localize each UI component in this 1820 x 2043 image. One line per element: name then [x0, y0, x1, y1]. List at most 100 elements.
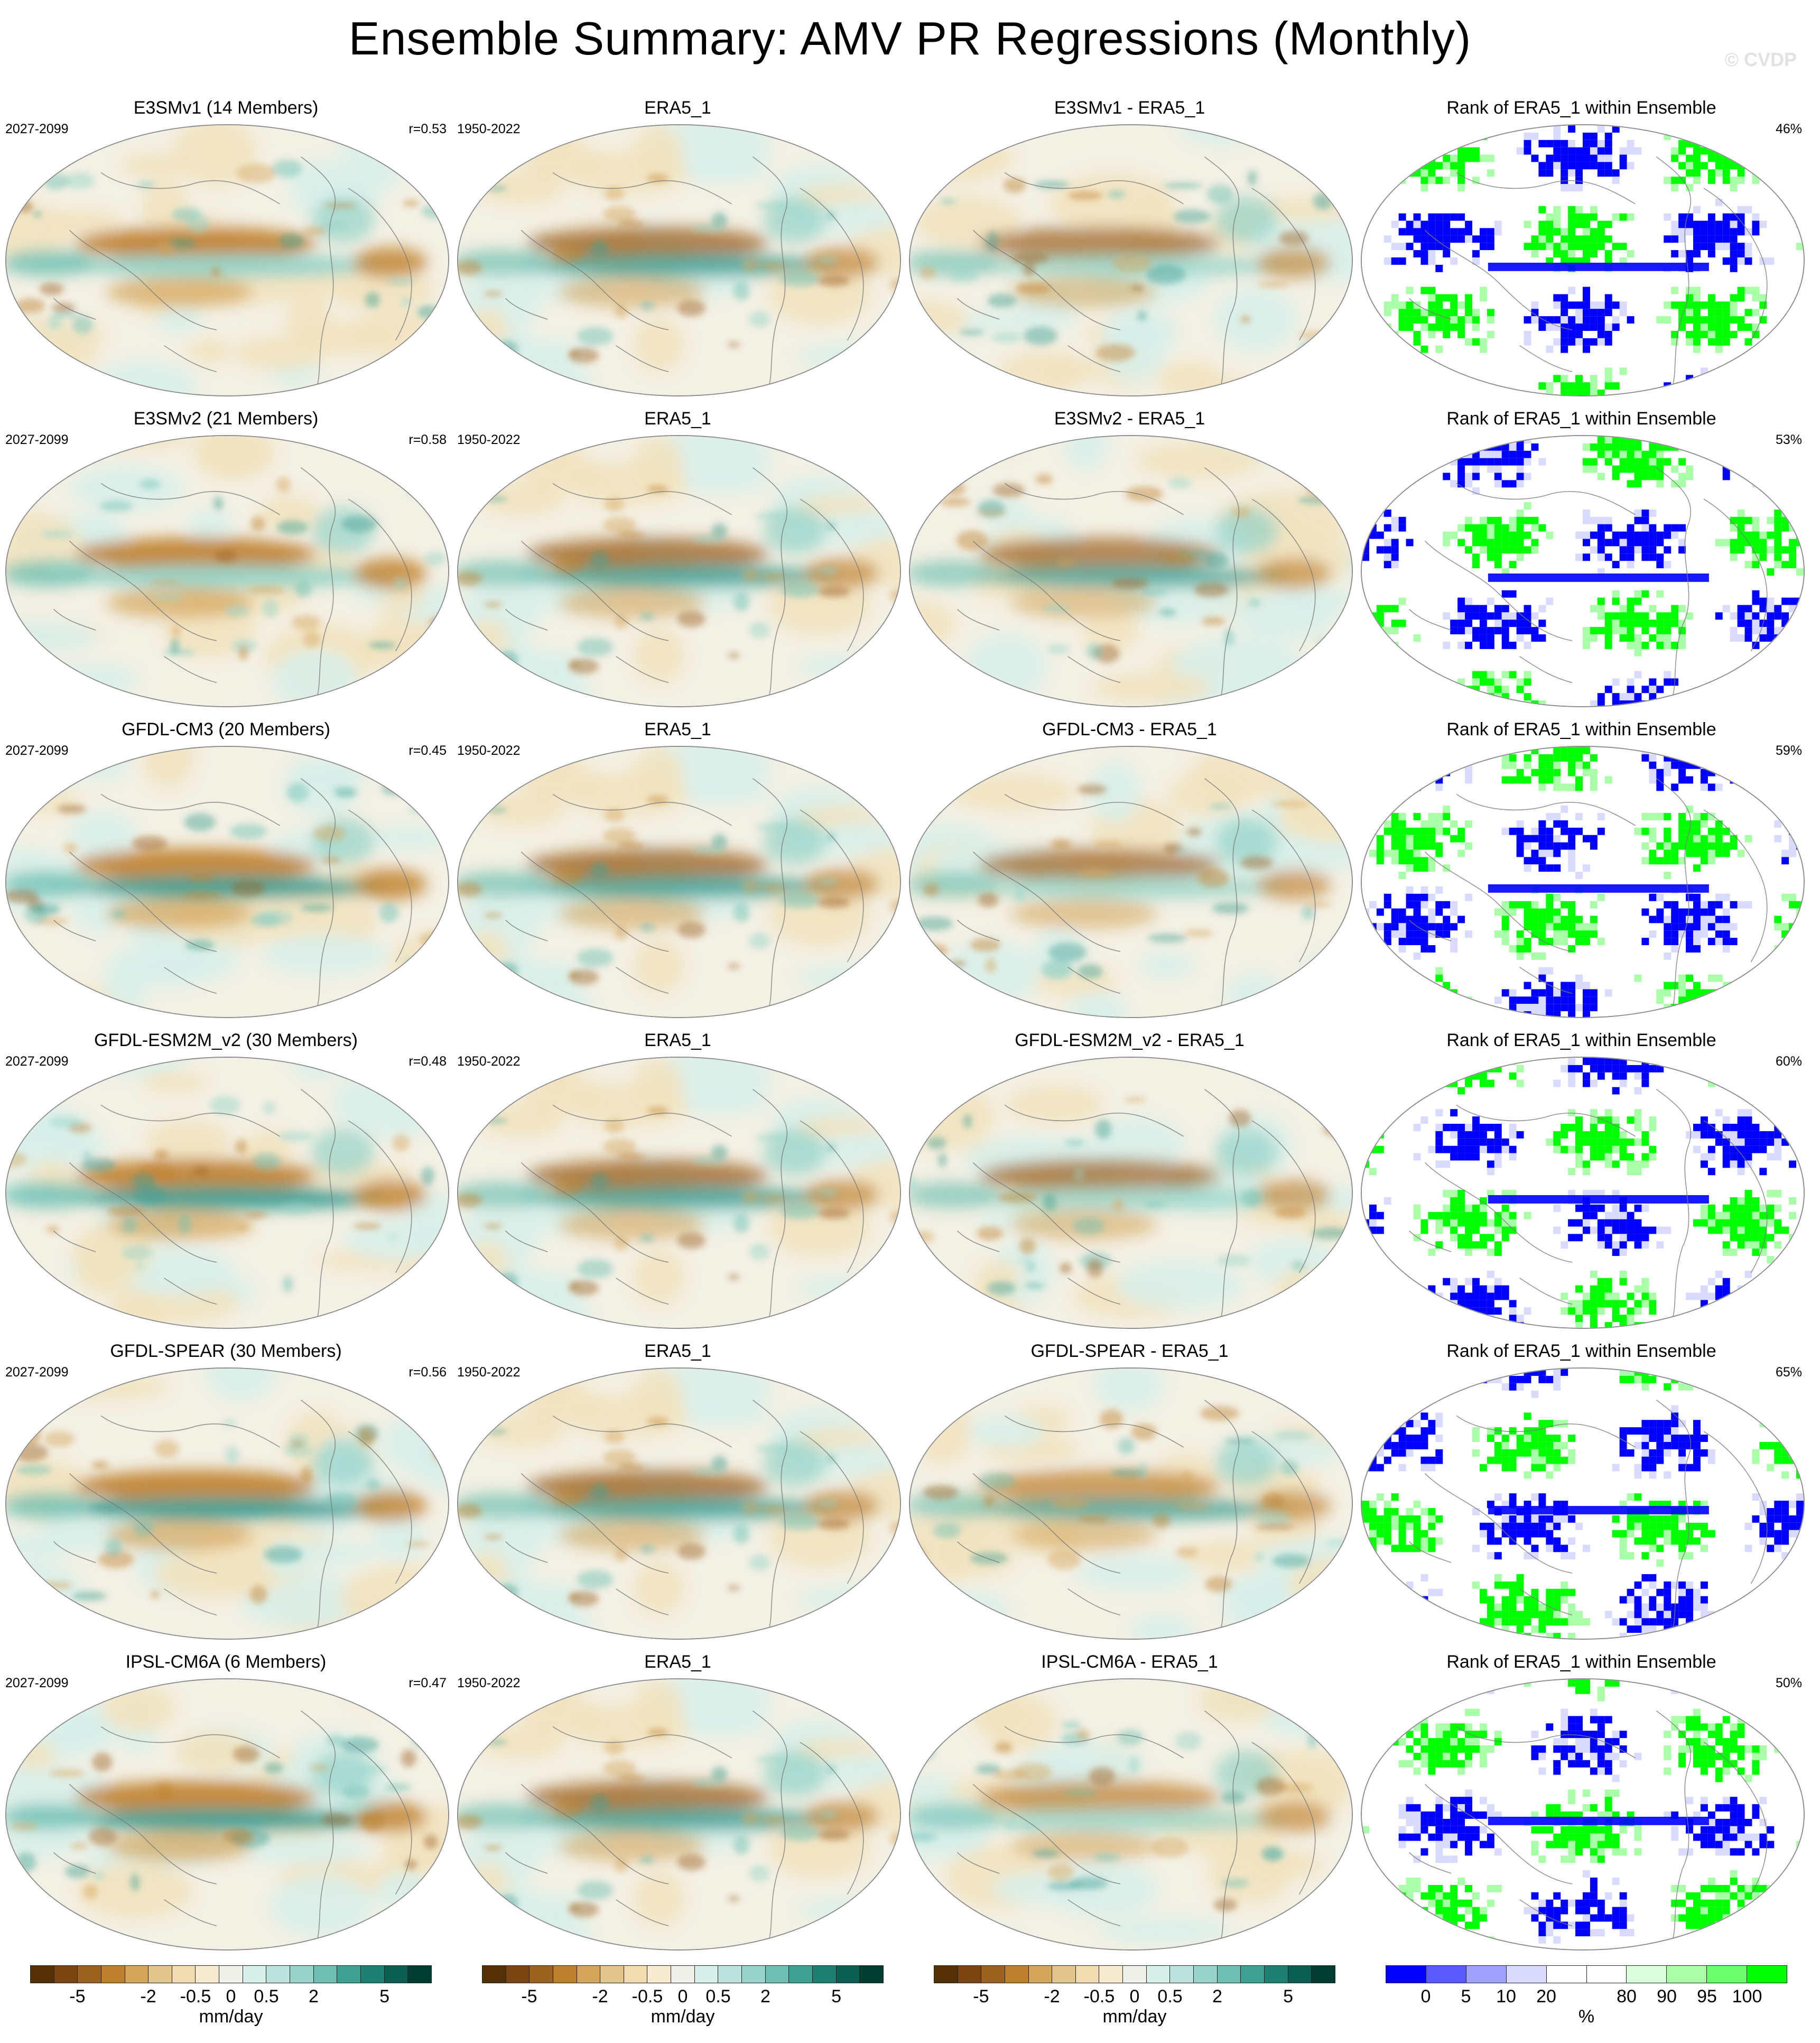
- panel-title: IPSL-CM6A - ERA5_1: [1041, 1652, 1218, 1672]
- colorbar-tick-label: 95: [1697, 1986, 1717, 2007]
- panel-title: ERA5_1: [644, 409, 711, 429]
- colorbar-tick-labels: -5 -2 -0.5 0 0.5 2 5: [934, 1983, 1335, 2008]
- colorbar-box: [934, 1966, 958, 1983]
- map-field: [1362, 747, 1804, 1017]
- colorbar-rank: 0 5 10 20 80 90 95 100%: [1386, 1965, 1787, 2027]
- panel-model-row1: E3SMv1 (14 Members) 2027-2099 r=0.53: [0, 98, 452, 407]
- colorbar-box: [765, 1966, 790, 1983]
- colorbar-box: [577, 1966, 601, 1983]
- colorbar-box: [958, 1966, 982, 1983]
- panel-diff-row5: GFDL-SPEAR - ERA5_1: [904, 1341, 1355, 1650]
- panel-title: Rank of ERA5_1 within Ensemble: [1446, 1341, 1716, 1361]
- regression-map: [5, 1367, 449, 1640]
- colorbar-box: [172, 1966, 196, 1983]
- colorbar-box: [1466, 1966, 1507, 1983]
- regression-map: [909, 124, 1353, 396]
- regression-map: [5, 1057, 449, 1329]
- colorbar-tick-label: 90: [1657, 1986, 1677, 2007]
- colorbar-box: [1005, 1966, 1029, 1983]
- colorbar-unit: mm/day: [651, 2007, 715, 2027]
- colorbar-box: [148, 1966, 172, 1983]
- colorbar-tick-label: -2: [140, 1986, 156, 2007]
- panel-title: Rank of ERA5_1 within Ensemble: [1446, 409, 1716, 429]
- panel-rank-row6: Rank of ERA5_1 within Ensemble 50%: [1355, 1652, 1807, 1961]
- colorbar-tick-label: 5: [1461, 1986, 1471, 2007]
- pattern-correlation: r=0.47: [408, 1676, 447, 1690]
- map-field: [1362, 1679, 1804, 1949]
- rank-map: [1361, 746, 1805, 1018]
- colorbar-box: [694, 1966, 719, 1983]
- colorbar-box: [1170, 1966, 1194, 1983]
- colorbar-box: [266, 1966, 291, 1983]
- panel-title: GFDL-SPEAR (30 Members): [110, 1341, 342, 1361]
- colorbar-tick-label: -2: [1044, 1986, 1060, 2007]
- colorbar-tick-label: 0: [677, 1986, 688, 2007]
- colorbar-tick-label: 0.5: [254, 1986, 279, 2007]
- map-field: [458, 747, 900, 1017]
- map-field: [6, 1369, 448, 1639]
- panel-title: ERA5_1: [644, 1652, 711, 1672]
- period-label: 1950-2022: [457, 432, 521, 447]
- colorbar-tick-label: 80: [1617, 1986, 1637, 2007]
- rank-percent: 46%: [1775, 122, 1802, 136]
- rank-percent: 60%: [1775, 1054, 1802, 1069]
- period-label: 1950-2022: [457, 1054, 521, 1069]
- colorbar-tick-label: 0: [226, 1986, 236, 2007]
- panel-obs-row3: ERA5_1 1950-2022: [452, 719, 904, 1029]
- colorbar-tick-label: 5: [831, 1986, 842, 2007]
- rank-map: [1361, 435, 1805, 707]
- panel-obs-row1: ERA5_1 1950-2022: [452, 98, 904, 407]
- panel-model-row6: IPSL-CM6A (6 Members) 2027-2099 r=0.47: [0, 1652, 452, 1961]
- panel-title: Rank of ERA5_1 within Ensemble: [1446, 98, 1716, 118]
- colorbar-box: [624, 1966, 648, 1983]
- panel-title: GFDL-CM3 (20 Members): [122, 719, 330, 739]
- colorbar-tick-label: -0.5: [632, 1986, 663, 2007]
- panel-title: IPSL-CM6A (6 Members): [125, 1652, 327, 1672]
- colorbar-box: [1426, 1966, 1466, 1983]
- colorbar-tick-label: 5: [1283, 1986, 1294, 2007]
- colorbar-box: [1312, 1966, 1335, 1983]
- map-field: [1362, 1369, 1804, 1639]
- panel-title: GFDL-ESM2M_v2 (30 Members): [94, 1030, 358, 1050]
- map-field: [458, 125, 900, 395]
- period-label: 2027-2099: [5, 1365, 69, 1380]
- period-label: 2027-2099: [5, 1054, 69, 1069]
- panel-title: Rank of ERA5_1 within Ensemble: [1446, 719, 1716, 739]
- map-field: [6, 1679, 448, 1949]
- colorbar-box: [742, 1966, 766, 1983]
- colorbar-tick-label: 0.5: [1157, 1986, 1183, 2007]
- colorbar-box: [1146, 1966, 1171, 1983]
- period-label: 1950-2022: [457, 743, 521, 758]
- colorbar-box: [1667, 1966, 1707, 1983]
- colorbar-tick-label: 20: [1536, 1986, 1556, 2007]
- panel-diff-row2: E3SMv2 - ERA5_1: [904, 409, 1355, 718]
- colorbar-box: [360, 1966, 385, 1983]
- rank-percent: 53%: [1775, 432, 1802, 447]
- colorbar-box: [600, 1966, 624, 1983]
- map-field: [1362, 436, 1804, 706]
- colorbar-box: [1052, 1966, 1076, 1983]
- colorbar-box: [647, 1966, 672, 1983]
- panel-obs-row6: ERA5_1 1950-2022: [452, 1652, 904, 1961]
- colorbar-box: [1506, 1966, 1547, 1983]
- colorbar-box: [1627, 1966, 1667, 1983]
- colorbar-tick-label: -2: [592, 1986, 608, 2007]
- panel-title: E3SMv1 - ERA5_1: [1054, 98, 1205, 118]
- panel-model-row2: E3SMv2 (21 Members) 2027-2099 r=0.58: [0, 409, 452, 718]
- map-field: [458, 1058, 900, 1328]
- pattern-correlation: r=0.58: [408, 432, 447, 447]
- colorbar-box: [1099, 1966, 1123, 1983]
- panel-title: ERA5_1: [644, 1341, 711, 1361]
- colorbar-box: [337, 1966, 361, 1983]
- colorbar-unit: %: [1578, 2007, 1595, 2027]
- rank-map: [1361, 1057, 1805, 1329]
- rank-percent: 50%: [1775, 1676, 1802, 1690]
- panel-model-row4: GFDL-ESM2M_v2 (30 Members) 2027-2099 r=0.4…: [0, 1030, 452, 1339]
- panel-obs-row2: ERA5_1 1950-2022: [452, 409, 904, 718]
- colorbar-box: [1123, 1966, 1147, 1983]
- regression-map: [457, 1057, 901, 1329]
- panel-title: ERA5_1: [644, 719, 711, 739]
- colorbar-tick-labels: 0 5 10 20 80 90 95 100: [1386, 1983, 1787, 2008]
- map-field: [6, 436, 448, 706]
